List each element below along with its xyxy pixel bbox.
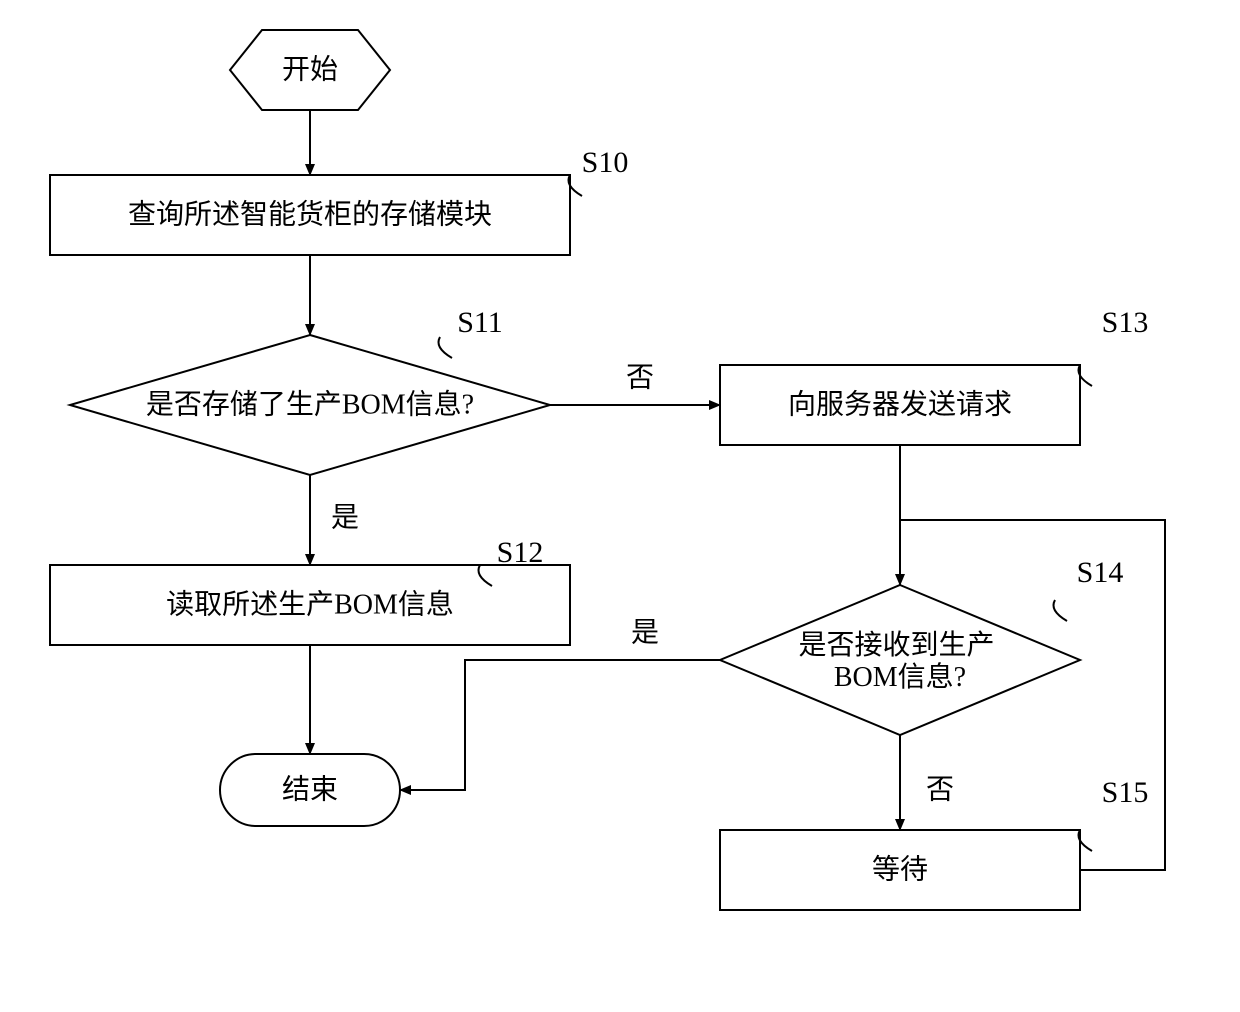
node-s10: 查询所述智能货柜的存储模块: [50, 175, 570, 255]
s10-text: 查询所述智能货柜的存储模块: [128, 198, 492, 230]
node-s12: 读取所述生产BOM信息: [50, 565, 570, 645]
node-s15: 等待: [720, 830, 1080, 910]
node-s11: 是否存储了生产BOM信息?: [70, 335, 550, 475]
s11-text: 是否存储了生产BOM信息?: [146, 388, 474, 420]
s13-text: 向服务器发送请求: [788, 388, 1012, 420]
step-label-s13: S13: [1102, 306, 1149, 339]
node-s13: 向服务器发送请求: [720, 365, 1080, 445]
step-label-s10: S10: [582, 146, 629, 179]
s15-text: 等待: [872, 853, 928, 885]
edge-label: 是: [331, 502, 359, 533]
step-label-s12: S12: [497, 536, 544, 569]
step-label-s15: S15: [1102, 776, 1149, 809]
leader-s14: [1054, 600, 1068, 621]
start-label: 开始: [282, 53, 338, 85]
edge-label: 否: [926, 774, 954, 805]
step-label-s11: S11: [457, 306, 503, 339]
end-label: 结束: [282, 773, 338, 805]
step-label-s14: S14: [1077, 556, 1124, 589]
node-start: 开始: [230, 30, 390, 110]
node-end: 结束: [220, 754, 400, 826]
s12-text: 读取所述生产BOM信息: [166, 588, 454, 620]
edge-label: 是: [631, 617, 659, 648]
node-s14: 是否接收到生产 BOM信息?: [720, 585, 1080, 735]
flowchart-canvas: 是否是否 开始 查询所述智能货柜的存储模块 是否存储了生产BOM信息? 读取所述…: [0, 0, 1240, 1012]
leader-s11: [439, 337, 453, 358]
edge-label: 否: [626, 362, 654, 393]
edge: [400, 660, 720, 790]
